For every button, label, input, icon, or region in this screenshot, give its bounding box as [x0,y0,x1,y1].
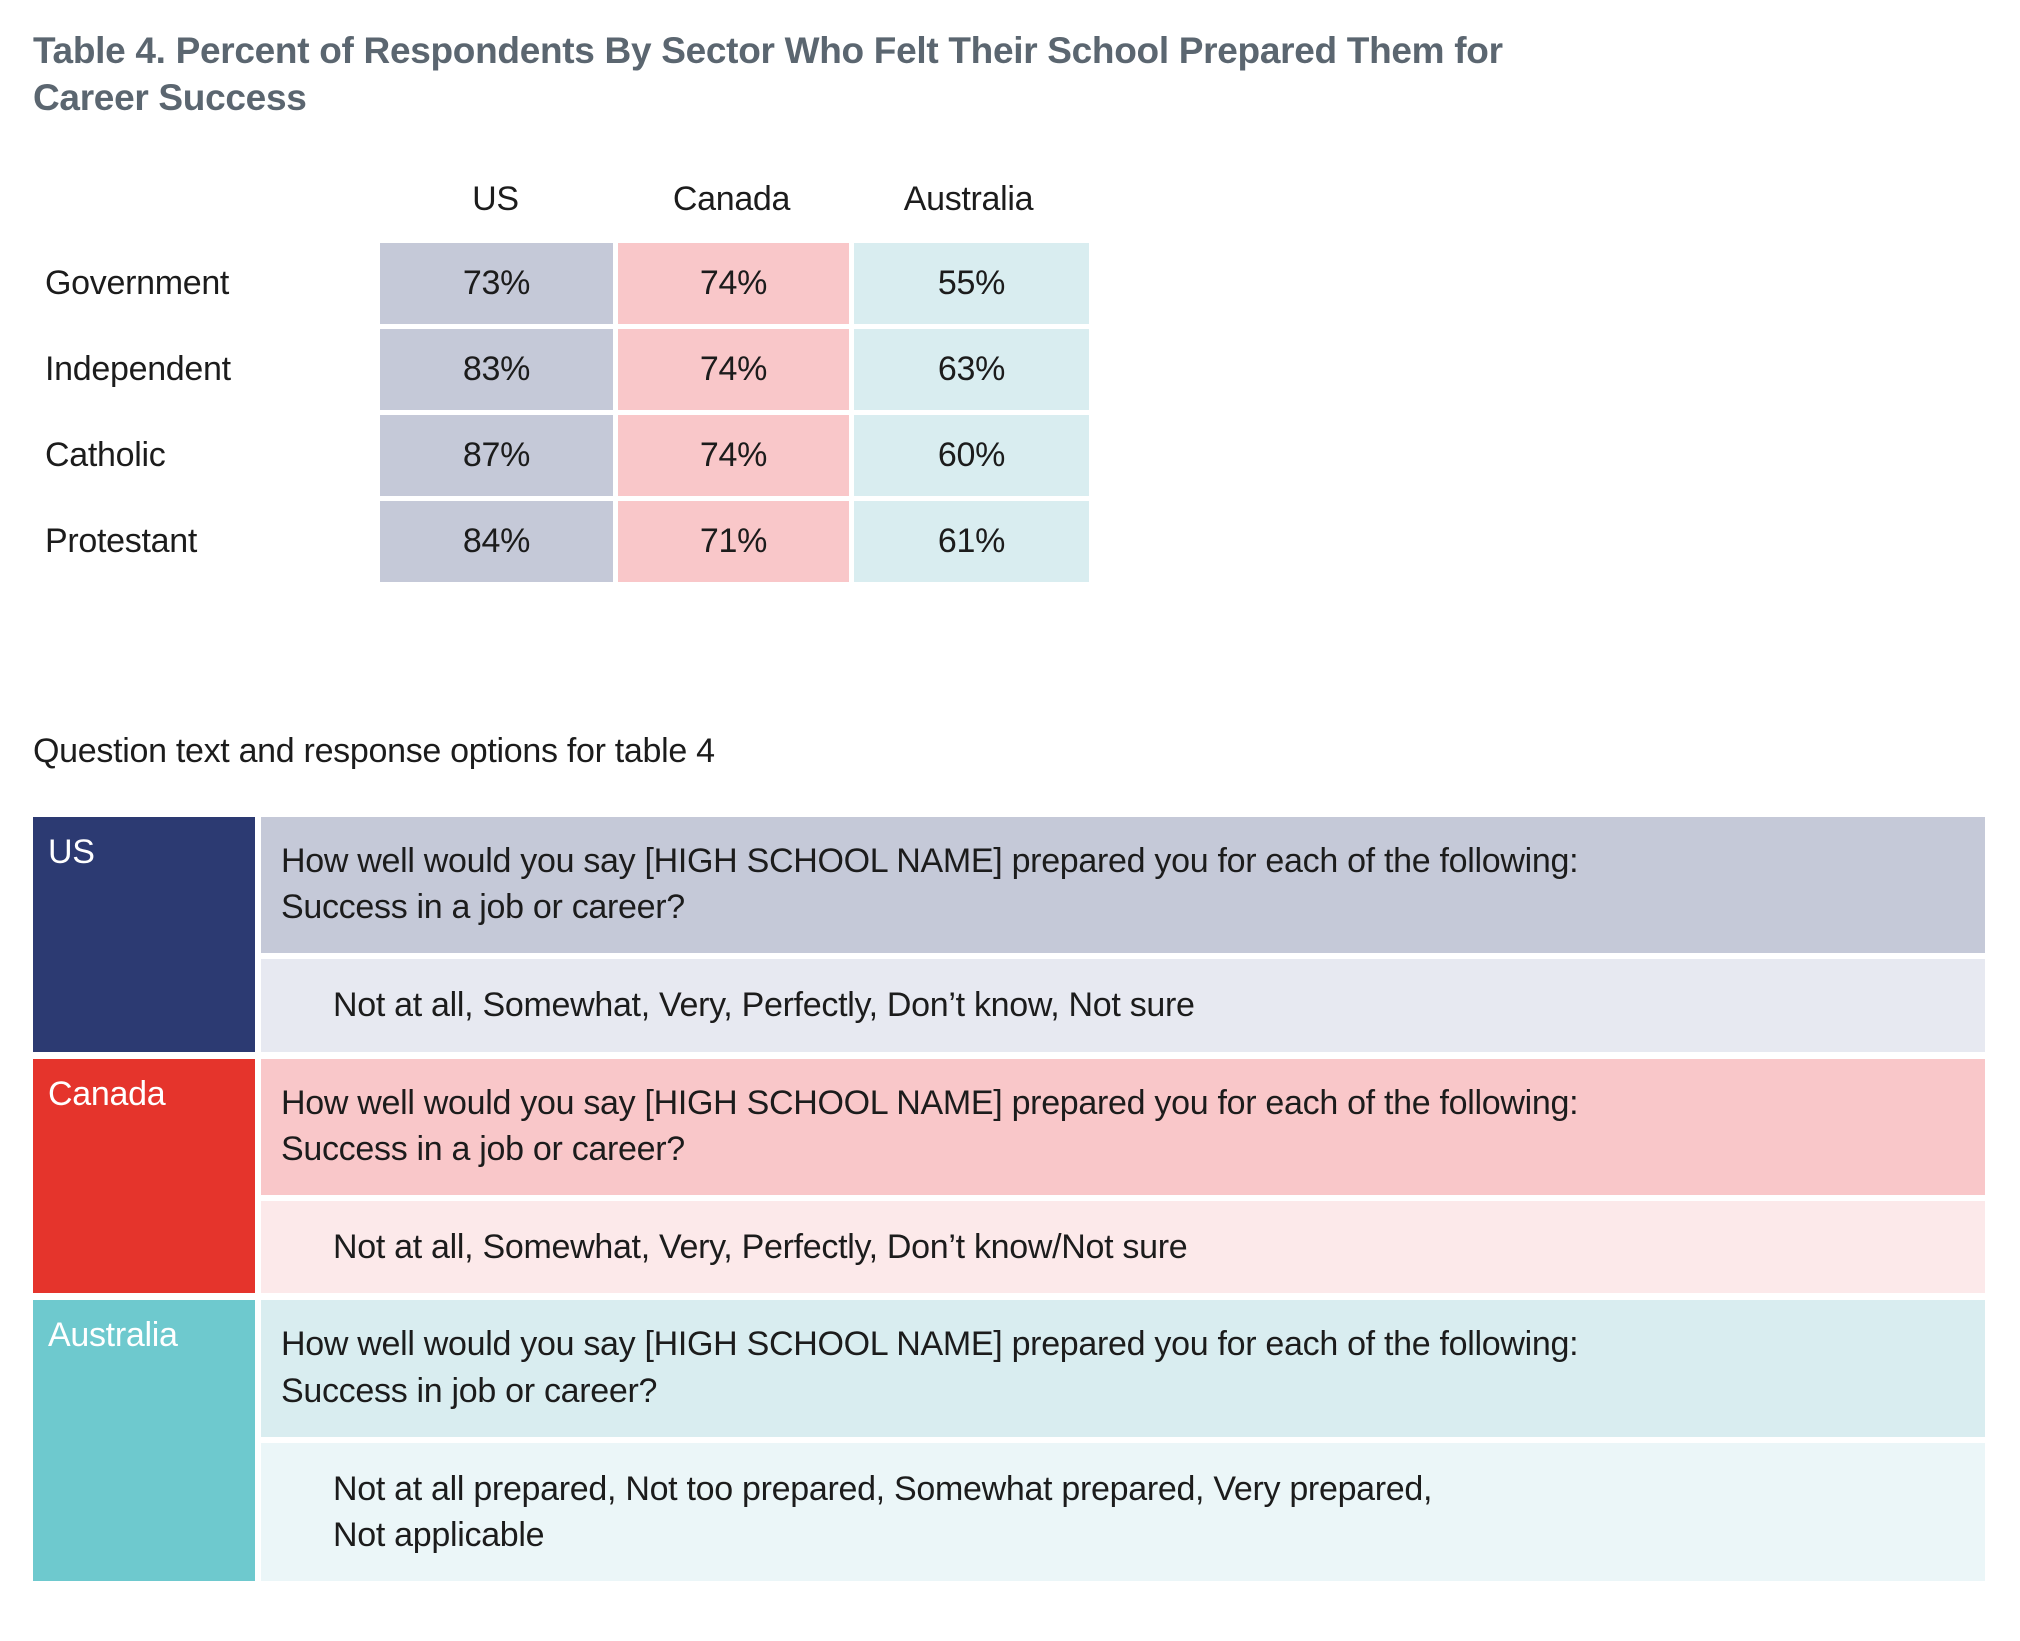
cell-independent-australia: 63% [854,328,1089,410]
question-section-heading: Question text and response options for t… [33,731,715,770]
country-label-canada: Canada [33,1058,255,1294]
row-label-independent: Independent [45,349,231,388]
question-text-us: How well would you say [HIGH SCHOOL NAME… [261,816,1985,954]
question-block-canada: Canada How well would you say [HIGH SCHO… [33,1058,1985,1294]
results-table: Government 73% 74% 55% Independent 83% 7… [33,242,2020,582]
row-label-government: Government [45,263,230,302]
cell-protestant-us: 84% [380,500,613,582]
cell-government-australia: 55% [854,242,1089,324]
question-text-canada: How well would you say [HIGH SCHOOL NAME… [261,1058,1985,1196]
cell-catholic-canada: 74% [618,414,849,496]
cell-independent-us: 83% [380,328,613,410]
response-options-us: Not at all, Somewhat, Very, Perfectly, D… [261,959,1985,1052]
question-table: US How well would you say [HIGH SCHOOL N… [33,816,1985,1582]
cell-government-canada: 74% [618,242,849,324]
cell-catholic-us: 87% [380,414,613,496]
row-label-column-spacer [33,180,375,219]
cell-catholic-australia: 60% [854,414,1089,496]
row-label-protestant: Protestant [45,521,197,560]
cell-protestant-australia: 61% [854,500,1089,582]
cell-protestant-canada: 71% [618,500,849,582]
country-label-us: US [33,816,255,1052]
cell-independent-canada: 74% [618,328,849,410]
question-block-us: US How well would you say [HIGH SCHOOL N… [33,816,1985,1052]
question-text-australia: How well would you say [HIGH SCHOOL NAME… [261,1300,1985,1437]
country-label-australia: Australia [33,1300,255,1582]
column-header-us: US [472,179,519,218]
page-title: Table 4. Percent of Respondents By Secto… [33,30,1503,118]
question-block-australia: Australia How well would you say [HIGH S… [33,1300,1985,1582]
row-label-catholic: Catholic [45,435,166,474]
response-options-australia: Not at all prepared, Not too prepared, S… [261,1442,1985,1582]
response-options-canada: Not at all, Somewhat, Very, Perfectly, D… [261,1201,1985,1294]
results-table-header: US Canada Australia [33,180,2020,219]
cell-government-us: 73% [380,242,613,324]
column-header-canada: Canada [672,179,791,218]
column-header-australia: Australia [903,179,1034,218]
